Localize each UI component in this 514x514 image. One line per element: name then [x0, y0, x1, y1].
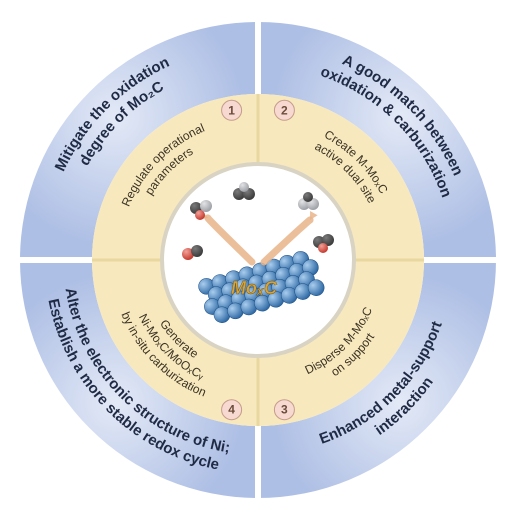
badge-4-number: 4: [228, 403, 235, 417]
badge-2-number: 2: [281, 103, 288, 117]
badge-1-number: 1: [228, 103, 235, 117]
inner-circle: [162, 164, 354, 356]
badge-3-number: 3: [281, 403, 288, 417]
diagram-svg: 1234 Mitigate the oxidationdegree of Mo₂…: [0, 0, 514, 514]
circular-infographic: 1234 Mitigate the oxidationdegree of Mo₂…: [0, 0, 514, 514]
center-label: MoₓC: [231, 278, 278, 298]
